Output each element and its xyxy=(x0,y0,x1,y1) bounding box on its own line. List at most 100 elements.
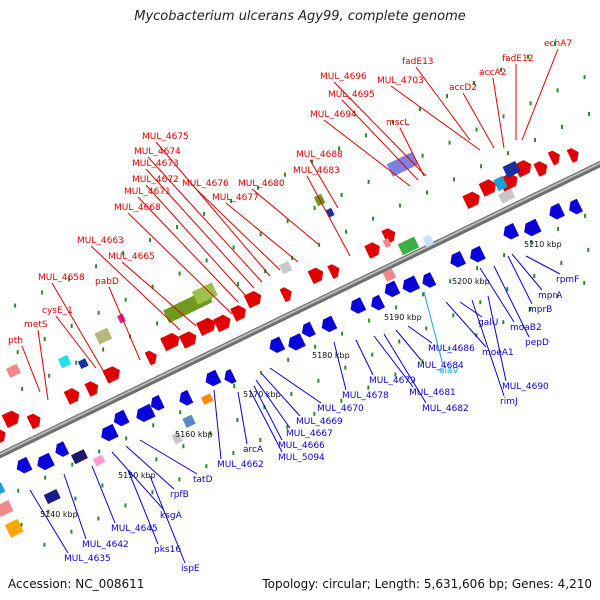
reverse-gene-label[interactable]: moeA1 xyxy=(482,348,514,358)
forward-gene-label[interactable]: MUL_4671 xyxy=(124,187,171,197)
forward-gene-arrow[interactable] xyxy=(102,366,120,384)
reverse-gene-label[interactable]: pepD xyxy=(525,338,549,348)
reverse-gene-arrow[interactable] xyxy=(205,369,222,387)
forward-gene-label[interactable]: MUL_4668 xyxy=(114,203,161,213)
forward-gene-label[interactable]: MUL_4694 xyxy=(310,110,357,120)
forward-gene-label[interactable]: metS xyxy=(24,320,48,330)
forward-gene-label[interactable]: pth xyxy=(8,336,23,346)
forward-gene-arrow[interactable] xyxy=(478,179,496,197)
reverse-gene-label[interactable]: alaV xyxy=(439,366,460,376)
reverse-gene-arrow[interactable] xyxy=(384,280,401,298)
reverse-gene-arrow[interactable] xyxy=(269,336,286,354)
reverse-gene-label[interactable]: rpfB xyxy=(170,490,189,500)
reverse-gene-arrow[interactable] xyxy=(569,198,583,215)
reverse-gene-arrow[interactable] xyxy=(288,333,306,351)
reverse-gene-label[interactable]: MUL_4686 xyxy=(428,344,475,354)
forward-gene-arrow[interactable] xyxy=(243,291,262,309)
reverse-gene-label[interactable]: MUL_4667 xyxy=(286,429,333,439)
forward-gene-arrow[interactable] xyxy=(63,388,80,405)
reverse-gene-arrow[interactable] xyxy=(549,203,565,220)
reverse-gene-label[interactable]: mprA xyxy=(538,291,563,301)
forward-gene-arrow[interactable] xyxy=(144,350,157,366)
forward-gene-arrow[interactable] xyxy=(196,317,216,336)
forward-gene-arrow[interactable] xyxy=(533,161,548,177)
forward-gene-label[interactable]: MUL_4695 xyxy=(328,90,375,100)
forward-gene-label[interactable]: MUL_4675 xyxy=(142,132,189,142)
forward-gene-arrow[interactable] xyxy=(26,413,41,430)
reverse-gene-arrow[interactable] xyxy=(136,403,156,422)
forward-gene-arrow[interactable] xyxy=(84,381,99,397)
reverse-gene-arrow[interactable] xyxy=(16,456,33,474)
forward-gene-arrow[interactable] xyxy=(160,332,180,352)
forward-gene-arrow[interactable] xyxy=(279,287,292,303)
reverse-gene-label[interactable]: ispE xyxy=(181,564,200,574)
reverse-gene-label[interactable]: MUL_4669 xyxy=(296,417,343,427)
forward-gene-arrow[interactable] xyxy=(364,242,380,259)
forward-gene-arrow[interactable] xyxy=(307,267,324,285)
reverse-gene-label[interactable]: MUL_4681 xyxy=(409,388,456,398)
forward-gene-arrow[interactable] xyxy=(566,148,579,163)
reverse-gene-arrow[interactable] xyxy=(224,369,237,384)
forward-gene-arrow[interactable] xyxy=(327,264,340,279)
forward-gene-label[interactable]: MUL_4658 xyxy=(38,273,85,283)
reverse-gene-arrow[interactable] xyxy=(371,294,385,311)
reverse-gene-label[interactable]: MUL_4645 xyxy=(111,524,158,534)
reverse-gene-arrow[interactable] xyxy=(470,245,486,263)
reverse-gene-label[interactable]: MUL_4684 xyxy=(417,361,464,371)
reverse-gene-arrow[interactable] xyxy=(402,275,421,293)
reverse-gene-arrow[interactable] xyxy=(422,272,437,288)
forward-gene-label[interactable]: mscL xyxy=(386,118,409,128)
reverse-gene-label[interactable]: mprB xyxy=(528,305,552,315)
reverse-gene-arrow[interactable] xyxy=(37,452,55,471)
forward-gene-label[interactable]: MUL_4665 xyxy=(108,252,155,262)
reverse-gene-arrow[interactable] xyxy=(321,315,338,333)
reverse-gene-label[interactable]: rimJ xyxy=(500,397,518,407)
forward-gene-arrow[interactable] xyxy=(547,150,560,166)
reverse-gene-label[interactable]: arcA xyxy=(243,445,264,455)
reverse-gene-label[interactable]: MUL_4662 xyxy=(217,460,264,470)
reverse-gene-label[interactable]: MUL_5094 xyxy=(278,453,325,463)
forward-gene-label[interactable]: MUL_4677 xyxy=(212,193,259,203)
forward-gene-arrow[interactable] xyxy=(178,331,197,349)
reverse-gene-label[interactable]: ksgA xyxy=(160,511,183,521)
forward-gene-label[interactable]: cysE_1 xyxy=(42,306,73,316)
reverse-gene-arrow[interactable] xyxy=(179,389,194,406)
reverse-gene-label[interactable]: MUL_4682 xyxy=(422,404,469,414)
forward-gene-label[interactable]: MUL_4703 xyxy=(377,76,424,86)
reverse-gene-arrow[interactable] xyxy=(524,218,542,237)
forward-gene-arrow[interactable] xyxy=(213,314,231,333)
reverse-gene-label[interactable]: galU xyxy=(478,318,498,328)
forward-gene-label[interactable]: MUL_4673 xyxy=(132,159,179,169)
forward-gene-label[interactable]: accA2 xyxy=(479,68,506,78)
forward-gene-arrow[interactable] xyxy=(230,305,246,322)
reverse-gene-label[interactable]: tatD xyxy=(193,475,213,485)
forward-gene-arrow[interactable] xyxy=(462,191,480,209)
forward-gene-label[interactable]: fadE12 xyxy=(502,54,534,64)
forward-gene-label[interactable]: echA7 xyxy=(544,39,572,49)
forward-gene-arrow[interactable] xyxy=(1,410,20,428)
reverse-gene-arrow[interactable] xyxy=(301,321,316,338)
reverse-gene-label[interactable]: MUL_4642 xyxy=(82,540,129,550)
forward-gene-arrow[interactable] xyxy=(381,228,396,244)
forward-gene-arrow[interactable] xyxy=(0,428,6,445)
reverse-gene-label[interactable]: MUL_4678 xyxy=(342,391,389,401)
forward-gene-label[interactable]: MUL_4663 xyxy=(77,236,124,246)
forward-gene-label[interactable]: MUL_4680 xyxy=(238,179,285,189)
reverse-gene-label[interactable]: pks16 xyxy=(154,545,181,555)
forward-gene-label[interactable]: MUL_4676 xyxy=(182,179,229,189)
reverse-gene-arrow[interactable] xyxy=(450,251,466,268)
reverse-gene-label[interactable]: moaB2 xyxy=(510,323,542,333)
reverse-gene-arrow[interactable] xyxy=(503,223,520,240)
forward-gene-label[interactable]: MUL_4696 xyxy=(320,72,367,82)
forward-gene-label[interactable]: fadE13 xyxy=(402,57,434,67)
forward-gene-label[interactable]: MUL_4688 xyxy=(296,150,343,160)
reverse-gene-label[interactable]: MUL_4690 xyxy=(502,382,549,392)
reverse-gene-label[interactable]: MUL_4679 xyxy=(369,376,416,386)
reverse-gene-label[interactable]: MUL_4635 xyxy=(64,554,111,564)
reverse-gene-arrow[interactable] xyxy=(150,394,165,411)
reverse-gene-arrow[interactable] xyxy=(113,409,130,427)
reverse-gene-label[interactable]: MUL_4666 xyxy=(278,441,325,451)
reverse-gene-label[interactable]: MUL_4670 xyxy=(317,404,364,414)
reverse-gene-label[interactable]: rpmF xyxy=(556,275,579,285)
forward-gene-label[interactable]: accD2 xyxy=(449,83,477,93)
